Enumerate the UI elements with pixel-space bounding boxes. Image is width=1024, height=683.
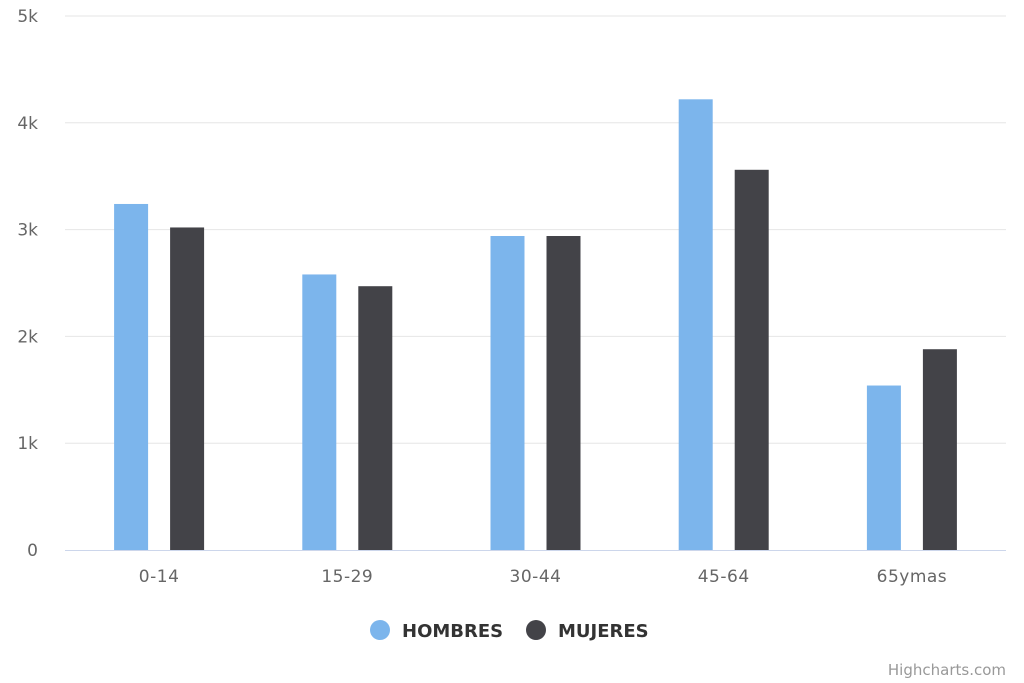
legend-marker-icon (370, 620, 390, 640)
y-tick-label: 2k (17, 327, 38, 347)
bar-hombres-45-64[interactable] (678, 99, 713, 550)
grid-lines (65, 15, 1006, 444)
y-tick-label: 4k (17, 114, 38, 134)
legend-item-mujeres[interactable]: MUJERES (526, 620, 649, 642)
bar-mujeres-30-44[interactable] (546, 236, 581, 550)
x-tick-label: 30-44 (510, 567, 562, 587)
bar-hombres-65ymas[interactable] (866, 385, 901, 550)
y-tick-label: 5k (17, 7, 38, 27)
bar-hombres-15-29[interactable] (302, 274, 337, 550)
y-tick-label: 3k (17, 221, 38, 241)
y-tick-label: 0 (27, 541, 38, 561)
bar-mujeres-65ymas[interactable] (922, 349, 957, 550)
x-tick-label: 0-14 (139, 567, 180, 587)
bars (114, 99, 957, 551)
bar-mujeres-0-14[interactable] (170, 227, 205, 551)
bar-hombres-0-14[interactable] (114, 203, 149, 550)
y-axis-ticks: 0 1k 2k 3k 4k 5k (17, 7, 38, 561)
bar-mujeres-45-64[interactable] (734, 169, 769, 551)
legend-label: HOMBRES (402, 621, 503, 642)
legend-item-hombres[interactable]: HOMBRES (370, 620, 503, 642)
credits-link[interactable]: Highcharts.com (888, 661, 1006, 679)
x-tick-label: 15-29 (321, 567, 373, 587)
bar-mujeres-15-29[interactable] (358, 286, 393, 550)
legend-marker-icon (526, 620, 546, 640)
x-tick-label: 65ymas (877, 567, 948, 587)
legend-label: MUJERES (558, 621, 649, 642)
legend[interactable]: HOMBRES MUJERES (370, 620, 649, 642)
bar-hombres-30-44[interactable] (490, 236, 525, 550)
y-tick-label: 1k (17, 434, 38, 454)
x-axis-ticks: 0-14 15-29 30-44 45-64 65ymas (139, 567, 947, 587)
x-tick-label: 45-64 (698, 567, 750, 587)
